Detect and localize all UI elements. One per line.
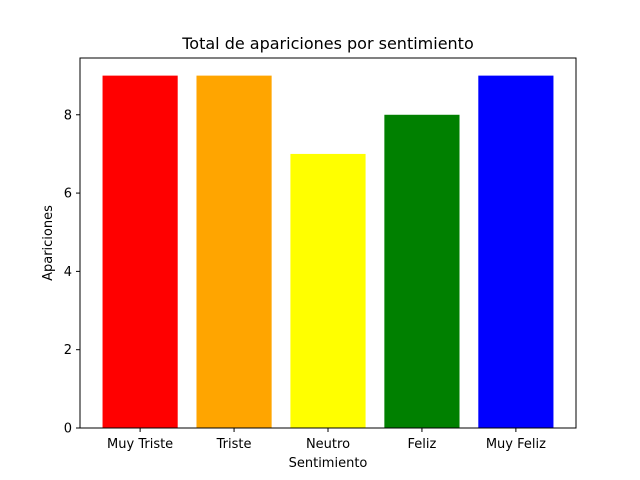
bar-triste [196,75,272,428]
x-tick-label: Muy Feliz [486,437,546,452]
y-axis-label: Apariciones [41,205,56,281]
chart-title: Total de apariciones por sentimiento [181,34,474,53]
y-axis-ticks: 0 2 4 6 8 [64,108,80,437]
bar-neutro [290,153,366,429]
bar-muy-triste [102,75,178,428]
y-tick-label: 0 [64,422,72,437]
y-tick-label: 8 [64,108,72,123]
bars-group [102,75,554,429]
bar-muy-feliz [478,75,554,428]
x-axis-ticks: Muy Triste Triste Neutro Feliz Muy Feliz [107,428,546,452]
x-tick-label: Neutro [306,437,350,452]
x-axis-label: Sentimiento [289,456,368,471]
y-tick-label: 2 [64,343,72,358]
bar-feliz [384,114,460,428]
x-tick-label: Feliz [408,437,437,452]
x-tick-label: Muy Triste [107,437,173,452]
y-tick-label: 6 [64,187,72,202]
y-tick-label: 4 [64,265,72,280]
x-tick-label: Triste [216,437,252,452]
